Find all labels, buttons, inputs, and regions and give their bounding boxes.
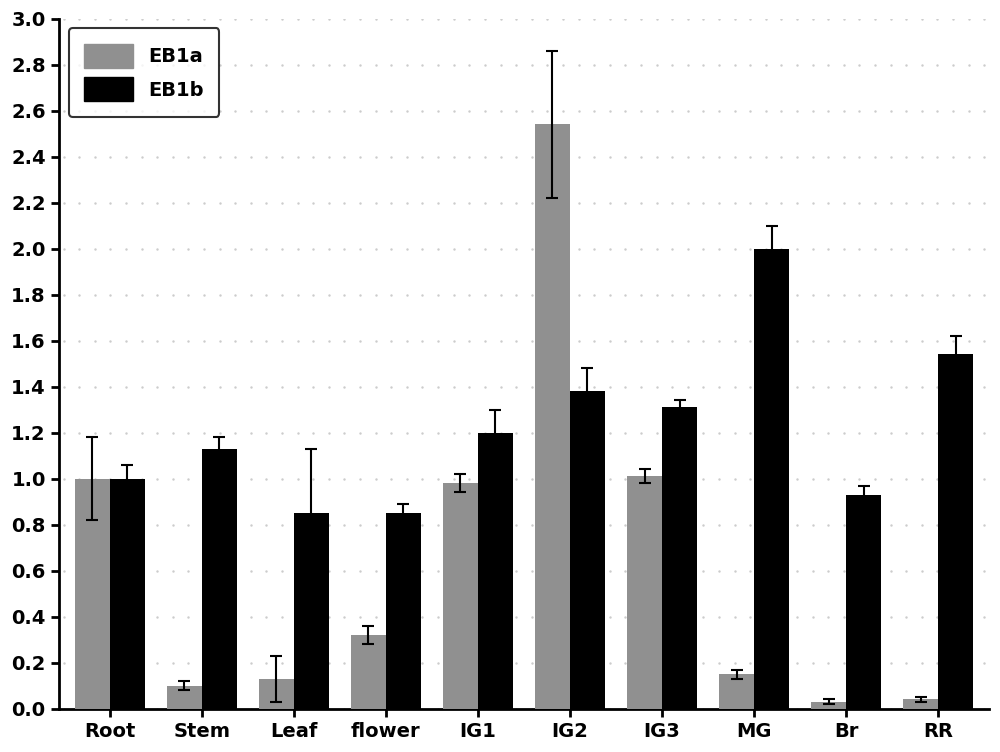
Bar (754, 249, 789, 708)
Bar (478, 432, 513, 708)
Bar (167, 686, 202, 708)
Bar (570, 391, 605, 708)
Bar (846, 495, 881, 708)
Bar (662, 408, 697, 708)
Bar (202, 449, 237, 708)
Bar (903, 699, 938, 708)
Bar (627, 476, 662, 708)
Bar (386, 513, 421, 708)
Bar (938, 354, 973, 708)
Bar (75, 479, 110, 708)
Bar (294, 513, 329, 708)
Bar (811, 702, 846, 708)
Bar (259, 679, 294, 708)
Bar (110, 479, 145, 708)
Bar (443, 484, 478, 708)
Bar (535, 124, 570, 708)
Bar (719, 675, 754, 708)
Legend: EB1a, EB1b: EB1a, EB1b (69, 29, 219, 117)
Bar (351, 635, 386, 708)
